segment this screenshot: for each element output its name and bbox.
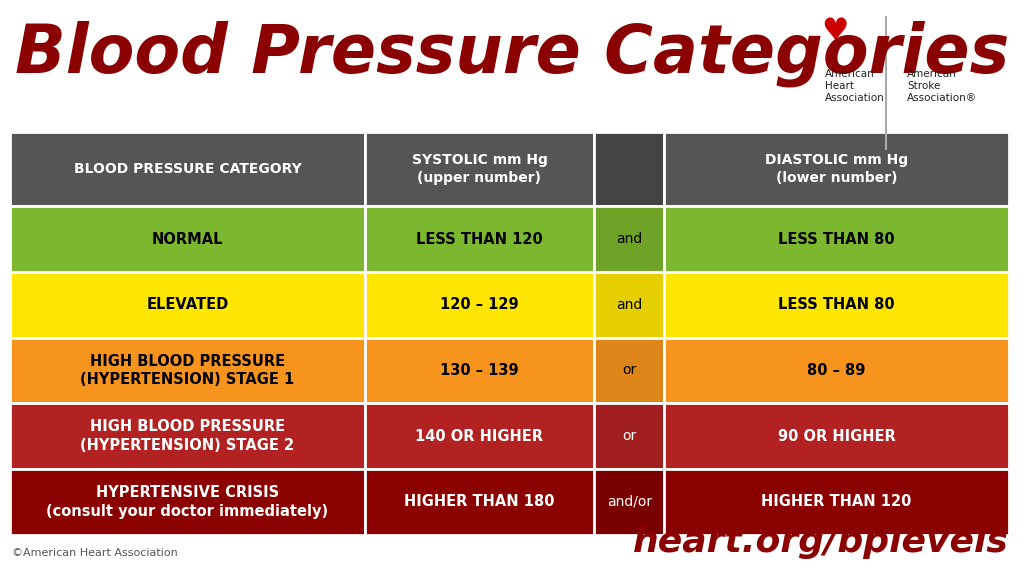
Text: HIGHER THAN 120: HIGHER THAN 120 [761,494,911,510]
Bar [665,403,1009,469]
Bar [665,469,1009,535]
Bar [10,132,365,206]
Bar [594,132,665,206]
Bar [594,469,665,535]
Text: or: or [623,429,636,443]
Text: heart.org/bplevels: heart.org/bplevels [633,526,1009,559]
Text: HIGHER THAN 180: HIGHER THAN 180 [404,494,555,510]
Text: American
Stroke
Association®: American Stroke Association® [907,69,977,104]
Bar [365,206,594,272]
Bar [594,206,665,272]
Text: LESS THAN 80: LESS THAN 80 [778,297,895,312]
Text: 90 OR HIGHER: 90 OR HIGHER [777,429,895,444]
Text: HIGH BLOOD PRESSURE
(HYPERTENSION) STAGE 1: HIGH BLOOD PRESSURE (HYPERTENSION) STAGE… [80,353,295,387]
Bar [10,403,365,469]
Bar [665,337,1009,403]
Bar [665,206,1009,272]
Bar [594,403,665,469]
Bar [10,272,365,337]
Bar [365,469,594,535]
Bar [10,337,365,403]
Text: ♥: ♥ [821,17,848,46]
Bar [365,403,594,469]
Text: 120 – 129: 120 – 129 [440,297,519,312]
Text: SYSTOLIC mm Hg
(upper number): SYSTOLIC mm Hg (upper number) [412,153,548,185]
Bar [665,272,1009,337]
Text: HYPERTENSIVE CRISIS
(consult your doctor immediately): HYPERTENSIVE CRISIS (consult your doctor… [46,485,329,519]
Text: NORMAL: NORMAL [152,232,223,247]
Text: HIGH BLOOD PRESSURE
(HYPERTENSION) STAGE 2: HIGH BLOOD PRESSURE (HYPERTENSION) STAGE… [81,419,295,453]
Text: or: or [623,363,636,378]
Text: and: and [616,298,642,312]
Bar [10,469,365,535]
Text: ELEVATED: ELEVATED [146,297,228,312]
Text: 80 – 89: 80 – 89 [807,363,865,378]
Text: BLOOD PRESSURE CATEGORY: BLOOD PRESSURE CATEGORY [74,162,301,176]
Text: LESS THAN 120: LESS THAN 120 [416,232,543,247]
Bar [10,206,365,272]
Text: 140 OR HIGHER: 140 OR HIGHER [416,429,544,444]
Text: LESS THAN 80: LESS THAN 80 [778,232,895,247]
Text: ©American Heart Association: ©American Heart Association [12,548,178,558]
Bar [594,272,665,337]
Text: and/or: and/or [606,495,652,509]
Text: Blood Pressure Categories: Blood Pressure Categories [15,20,1010,86]
Text: American
Heart
Association: American Heart Association [825,69,885,104]
Text: 130 – 139: 130 – 139 [440,363,519,378]
Bar [665,132,1009,206]
Bar [365,337,594,403]
Text: and: and [616,232,642,246]
Bar [594,337,665,403]
Bar [365,132,594,206]
Bar [365,272,594,337]
Text: DIASTOLIC mm Hg
(lower number): DIASTOLIC mm Hg (lower number) [765,153,908,185]
